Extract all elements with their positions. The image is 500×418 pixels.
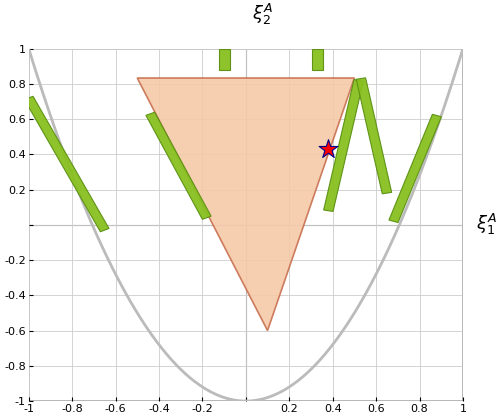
Polygon shape (324, 79, 364, 212)
Polygon shape (138, 78, 354, 331)
Text: $\xi_1^A$: $\xi_1^A$ (476, 212, 497, 237)
Polygon shape (146, 112, 211, 219)
Point (324, 146, 332, 153)
Text: $\xi_2^A$: $\xi_2^A$ (252, 3, 274, 28)
Polygon shape (356, 78, 392, 194)
Polygon shape (218, 48, 230, 70)
Polygon shape (24, 96, 109, 232)
Polygon shape (312, 48, 323, 70)
Polygon shape (389, 114, 442, 222)
